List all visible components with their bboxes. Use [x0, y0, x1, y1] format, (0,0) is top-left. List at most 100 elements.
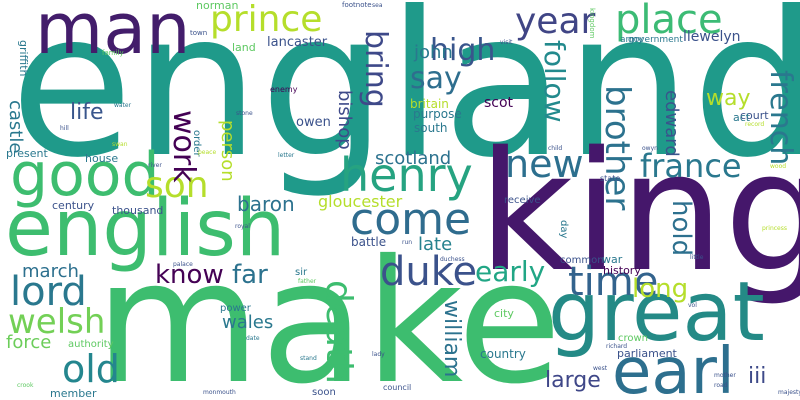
word-west: west — [593, 365, 608, 372]
word-john: john — [414, 42, 453, 63]
word-castle: castle — [5, 100, 26, 154]
word-duchess: duchess — [440, 256, 465, 263]
word-french: french — [763, 70, 798, 166]
word-majesty: majesty — [778, 389, 800, 396]
word-swan: swan — [112, 141, 128, 148]
word-person: person — [217, 120, 238, 182]
word-good: good — [10, 140, 160, 210]
word-road: road — [714, 382, 728, 389]
word-gloucester: gloucester — [318, 192, 403, 211]
word-high: high — [430, 33, 496, 68]
word-force: force — [6, 332, 52, 353]
word-hill: hill — [60, 125, 69, 132]
word-death: death — [318, 280, 359, 384]
word-child: child — [548, 145, 563, 152]
word-britain: britain — [410, 97, 449, 111]
word-palace: palace — [173, 261, 193, 268]
word-son: son — [145, 165, 209, 206]
word-crook: crook — [17, 382, 34, 389]
word-life: life — [70, 100, 104, 125]
word-land: land — [232, 41, 256, 54]
word-battle: battle — [351, 235, 387, 249]
word-far: far — [232, 260, 268, 290]
word-sea: sea — [372, 2, 383, 9]
word-river: river — [148, 162, 162, 169]
word-earl: earl — [612, 335, 735, 400]
word-scot: scot — [484, 95, 514, 111]
word-iii: iii — [748, 364, 767, 389]
word-little: little — [690, 254, 704, 261]
word-follow: follow — [538, 40, 571, 123]
word-english: english — [5, 184, 286, 274]
word-government: government — [628, 35, 683, 45]
word-brother: brother — [597, 85, 637, 211]
word-run: run — [402, 239, 413, 246]
word-welsh: welsh — [8, 302, 106, 342]
word-late: late — [418, 234, 453, 255]
word-hold: hold — [666, 200, 696, 257]
word-receive: receive — [504, 195, 541, 206]
word-year: year — [515, 1, 596, 42]
word-parliament: parliament — [617, 347, 677, 360]
word-place: place — [615, 0, 723, 43]
word-scotland: scotland — [375, 148, 452, 169]
word-history: history — [603, 264, 641, 277]
word-visit: visit — [500, 39, 513, 46]
word-wales: wales — [222, 312, 274, 333]
word-say: say — [410, 61, 462, 96]
word-footnote: footnote — [342, 1, 372, 9]
word-kingdom: kingdom — [588, 8, 596, 39]
word-princess: princess — [762, 225, 787, 232]
word-long: long — [632, 274, 689, 304]
word-wood: wood — [770, 163, 787, 170]
word-war: war — [602, 253, 623, 266]
word-richard: richard — [606, 343, 628, 350]
word-father: father — [298, 278, 317, 285]
word-great: great — [548, 265, 765, 360]
word-house: house — [85, 152, 119, 165]
word-authority: authority — [68, 339, 114, 350]
word-army: army — [620, 35, 644, 45]
word-mother: mother — [714, 372, 736, 379]
word-member: member — [50, 387, 97, 400]
word-day: day — [558, 220, 569, 239]
word-soon: soon — [312, 387, 336, 398]
word-come: come — [350, 194, 472, 245]
word-henry: henry — [340, 148, 473, 202]
word-court: court — [740, 109, 769, 122]
word-century: century — [52, 199, 95, 212]
word-stand: stand — [300, 355, 317, 362]
word-south: south — [414, 121, 448, 135]
word-lancaster: lancaster — [267, 35, 328, 50]
word-france: france — [640, 147, 742, 185]
word-country: country — [480, 347, 526, 361]
word-purpose: purpose — [413, 107, 462, 121]
word-crown: crown — [618, 333, 649, 344]
word-man: man — [35, 0, 191, 70]
word-norman: norman — [196, 0, 239, 12]
word-new: new — [505, 142, 584, 186]
word-town: town — [190, 29, 208, 37]
word-owyn: owyn — [642, 145, 658, 152]
word-owen: owen — [296, 115, 331, 130]
word-common: common — [560, 255, 604, 266]
word-large: large — [545, 368, 601, 393]
word-way: way — [706, 86, 751, 111]
word-state: state — [600, 174, 621, 183]
word-lord: lord — [10, 269, 87, 315]
word-time: time — [568, 259, 659, 305]
word-england: england — [10, 0, 800, 202]
word-water: water — [114, 102, 132, 109]
word-family: family — [102, 49, 124, 57]
word-early: early — [475, 255, 546, 288]
word-peace: peace — [198, 149, 217, 156]
word-bishop: bishop — [334, 90, 355, 150]
word-power: power — [220, 303, 251, 314]
word-monmouth: monmouth — [203, 389, 236, 396]
word-baron: baron — [237, 192, 295, 216]
word-date: date — [246, 335, 260, 342]
word-record: record — [745, 121, 765, 128]
word-griffith: griffith — [17, 40, 30, 77]
word-letter: letter — [278, 152, 295, 159]
word-duke: duke — [380, 249, 478, 295]
